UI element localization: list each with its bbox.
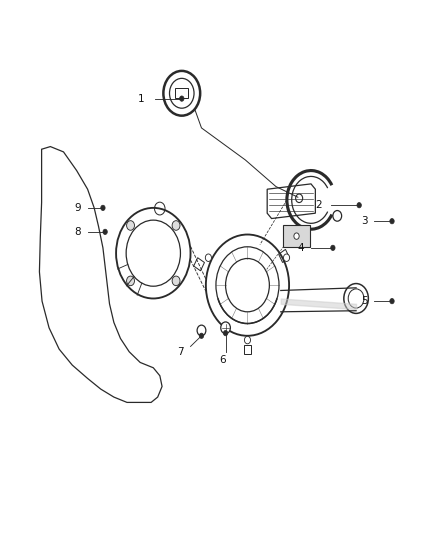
Circle shape: [172, 221, 180, 230]
Circle shape: [333, 211, 342, 221]
Circle shape: [127, 276, 134, 286]
Text: 4: 4: [298, 243, 304, 253]
Circle shape: [205, 254, 212, 261]
Bar: [279, 249, 290, 262]
Bar: [194, 257, 205, 271]
Text: 9: 9: [74, 203, 81, 213]
Circle shape: [331, 245, 335, 251]
Circle shape: [357, 203, 361, 208]
Text: 5: 5: [361, 296, 368, 306]
Circle shape: [244, 336, 251, 344]
Bar: [244, 345, 251, 354]
Text: 6: 6: [219, 355, 226, 365]
Circle shape: [223, 330, 228, 336]
Circle shape: [101, 205, 105, 211]
Text: 2: 2: [315, 200, 322, 210]
Circle shape: [283, 254, 290, 261]
Circle shape: [221, 322, 230, 334]
Circle shape: [172, 276, 180, 286]
Circle shape: [390, 219, 394, 224]
Text: 3: 3: [361, 216, 368, 226]
Circle shape: [103, 229, 107, 235]
FancyBboxPatch shape: [283, 225, 310, 247]
Text: 7: 7: [177, 347, 184, 357]
Circle shape: [197, 325, 206, 336]
Circle shape: [199, 333, 204, 338]
Circle shape: [390, 298, 394, 304]
Text: 8: 8: [74, 227, 81, 237]
Text: 1: 1: [138, 94, 145, 103]
Circle shape: [294, 233, 299, 239]
Circle shape: [180, 96, 184, 101]
Circle shape: [127, 221, 134, 230]
